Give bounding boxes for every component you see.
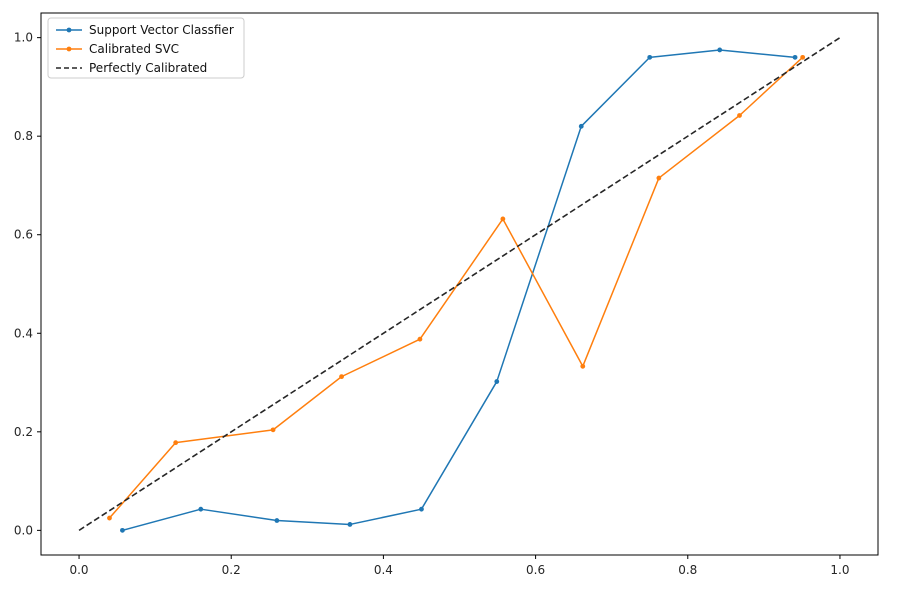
data-point-support-vector-classfier (419, 506, 424, 512)
data-point-support-vector-classfier (578, 123, 584, 129)
data-point-calibrated-svc (737, 113, 742, 118)
y-tick-label: 1.0 (14, 31, 33, 45)
y-tick-label: 0.4 (14, 326, 33, 340)
y-tick-label: 0.8 (14, 129, 33, 143)
legend-label-perfectly-calibrated: Perfectly Calibrated (89, 61, 207, 75)
legend-label-support-vector-classfier: Support Vector Classfier (89, 23, 234, 37)
legend-item-perfectly-calibrated: Perfectly Calibrated (56, 61, 207, 75)
data-point-calibrated-svc (500, 216, 506, 222)
y-tick-label: 0.6 (14, 228, 33, 242)
data-point-calibrated-svc (417, 336, 423, 342)
legend-item-support-vector-classfier: Support Vector Classfier (56, 23, 234, 37)
data-point-support-vector-classfier (198, 506, 204, 512)
y-tick-label: 0.0 (14, 523, 33, 537)
legend-label-calibrated-svc: Calibrated SVC (89, 42, 179, 56)
y-tick-label: 0.2 (14, 425, 33, 439)
data-point-support-vector-classfier (494, 379, 500, 384)
axes-frame (40, 12, 879, 556)
x-tick-label: 0.0 (69, 563, 88, 577)
series-perfectly-calibrated (78, 36, 841, 532)
data-point-calibrated-svc (656, 175, 662, 181)
x-tick-label: 0.6 (526, 563, 545, 577)
data-point-calibrated-svc (173, 440, 179, 446)
data-point-calibrated-svc (800, 54, 806, 60)
legend: Support Vector Classfier Calibrated SVC Pe… (47, 17, 245, 79)
legend-marker-calibrated-svc (66, 46, 72, 52)
series-line-support-vector-classfier (122, 49, 796, 532)
legend-box (47, 17, 245, 79)
data-point-support-vector-classfier (120, 527, 125, 533)
data-point-support-vector-classfier (347, 522, 353, 527)
data-point-support-vector-classfier (647, 54, 653, 60)
axes-layer: 0.0 0.2 0.4 0.6 0.8 1.0 0.0 0.2 0.4 0.6 0.8 1.0 (14, 12, 879, 577)
x-tick-label: 0.8 (678, 563, 697, 577)
data-point-calibrated-svc (339, 374, 344, 380)
x-tick-label: 0.4 (374, 563, 393, 577)
data-point-support-vector-classfier (717, 47, 723, 53)
data-point-calibrated-svc (107, 515, 112, 521)
legend-item-calibrated-svc: Calibrated SVC (56, 42, 179, 56)
series-support-vector-classfier (120, 47, 798, 533)
data-point-calibrated-svc (580, 363, 586, 369)
data-point-support-vector-classfier (274, 518, 280, 523)
x-tick-label: 1.0 (830, 563, 849, 577)
data-point-calibrated-svc (270, 427, 276, 433)
data-point-support-vector-classfier (792, 54, 798, 60)
series-line-perfectly-calibrated (78, 36, 841, 532)
series-layer (78, 36, 841, 533)
legend-marker-support-vector-classfier (66, 27, 72, 33)
x-tick-label: 0.2 (222, 563, 241, 577)
